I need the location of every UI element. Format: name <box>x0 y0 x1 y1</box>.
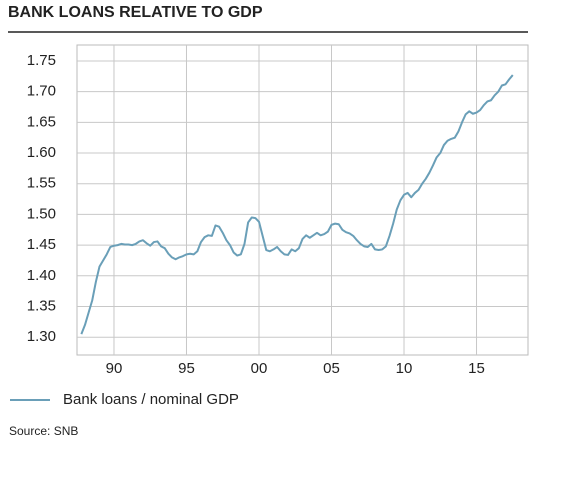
x-tick-label: 95 <box>178 360 195 377</box>
y-tick-label: 1.40 <box>27 267 56 284</box>
y-tick-label: 1.60 <box>27 144 56 161</box>
y-tick-label: 1.30 <box>27 328 56 345</box>
x-tick-label: 90 <box>106 360 123 377</box>
data-line <box>80 74 514 335</box>
source: Source: SNB <box>9 424 78 438</box>
x-tick-label: 05 <box>323 360 340 377</box>
chart-title: BANK LOANS RELATIVE TO GDP <box>8 4 263 21</box>
legend-label: Bank loans / nominal GDP <box>63 391 239 408</box>
y-tick-label: 1.45 <box>27 236 56 253</box>
y-tick-label: 1.65 <box>27 113 56 130</box>
y-tick-label: 1.50 <box>27 205 56 222</box>
x-tick-label: 10 <box>396 360 413 377</box>
y-tick-label: 1.55 <box>27 175 56 192</box>
y-tick-label: 1.70 <box>27 83 56 100</box>
x-tick-label: 15 <box>468 360 485 377</box>
y-tick-label: 1.35 <box>27 297 56 314</box>
x-tick-label: 00 <box>251 360 268 377</box>
y-tick-label: 1.75 <box>27 52 56 69</box>
plot-frame <box>76 44 529 356</box>
